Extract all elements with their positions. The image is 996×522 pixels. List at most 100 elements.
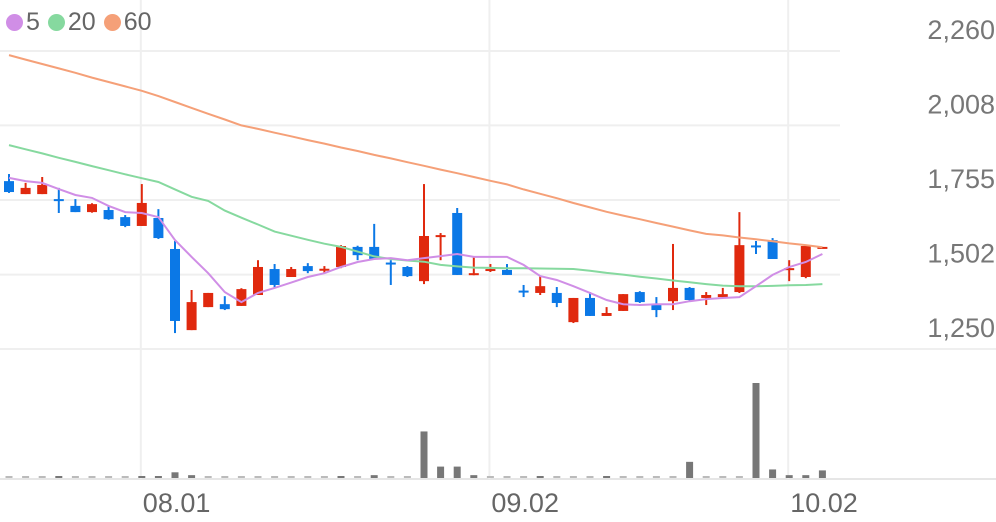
volume-bar [370,475,378,478]
date-tick-label: 08.01 [143,488,211,518]
candle [136,184,147,226]
candle-body [535,286,546,293]
candle [170,241,180,334]
candle-body [717,294,728,298]
volume-bar [38,476,46,478]
volume-bar [237,476,245,478]
candle [618,294,629,311]
candle [734,212,745,293]
candle-body [468,273,479,276]
candle-body [236,289,247,306]
candle [535,276,546,296]
legend-label-ma60: 60 [123,8,152,36]
candle-body [319,268,330,271]
volume-bar [686,461,694,478]
volume-bars [5,383,826,478]
volume-bar [287,476,295,478]
price-tick-label: 1,755 [927,164,995,194]
volume-bar [271,476,279,478]
volume-bar [702,476,710,478]
volume-bar [154,476,162,478]
candle-body [435,235,446,238]
volume-bar [304,476,312,478]
volume-bar [785,475,793,478]
candle [253,260,263,296]
candle-body [601,313,612,316]
candle-body [269,269,280,285]
volume-bar [171,472,179,478]
candle-body [734,245,745,293]
volume-bar [105,476,113,478]
legend-dot-ma5 [6,14,23,31]
candle-body [186,302,197,331]
candle [37,176,48,195]
candle-body [70,205,81,213]
volume-bar [138,476,146,478]
candle [53,187,64,213]
volume-bar [71,476,79,478]
volume-bar [486,476,494,478]
candle-body [369,246,380,260]
volume-bar [420,431,428,478]
volume-bar [22,476,30,478]
candle [219,296,230,311]
candle [452,207,463,275]
candle-body [302,266,313,272]
candle-body [651,305,662,311]
volume-bar [354,476,362,478]
candle [551,287,562,308]
candle-body [767,240,778,260]
candle-body [219,304,230,310]
legend-dot-ma60 [103,14,121,31]
ma20-line [8,144,823,288]
candle-body [751,245,761,248]
candle-body [618,294,629,311]
candle [302,263,313,274]
candle-body [585,297,595,316]
volume-bar [818,470,826,478]
candle-body [485,269,496,272]
volume-bar [669,476,677,478]
candle-body [286,269,297,278]
candle-body [784,268,795,271]
candle-body [103,210,114,220]
candle [236,288,247,306]
candle-body [53,199,64,202]
candle [203,292,214,308]
candle [319,266,330,274]
candle [568,297,579,324]
legend-label-ma5: 5 [26,8,40,36]
volume-bar [437,466,445,478]
candle [70,199,81,213]
price-tick-label: 2,008 [927,89,995,119]
volume-bar [88,476,96,478]
candle-body [817,246,828,249]
volume-bar [453,466,461,478]
price-tick-label: 1,250 [927,313,995,343]
candle [153,209,164,239]
candle-body [20,187,31,195]
candle-body [385,262,396,265]
candle [751,241,761,254]
candle [385,260,396,285]
volume-bar [470,475,478,478]
candle [87,203,97,213]
candle [502,264,512,275]
candle-body [37,184,48,195]
volume-bar [553,476,561,478]
ma5-line [8,176,823,307]
candle [601,307,612,316]
candle-body [153,217,164,239]
candle [717,287,728,298]
candle-body [402,266,413,277]
candle [369,223,380,260]
candle-body [684,287,695,301]
candle-body [518,290,529,293]
candle-body [568,297,579,323]
candle [585,292,595,316]
volume-bar [55,476,63,478]
price-tick-label: 1,502 [927,239,995,269]
volume-bar [586,476,594,478]
candle [120,215,131,228]
legend: 5 20 60 [4,8,158,37]
